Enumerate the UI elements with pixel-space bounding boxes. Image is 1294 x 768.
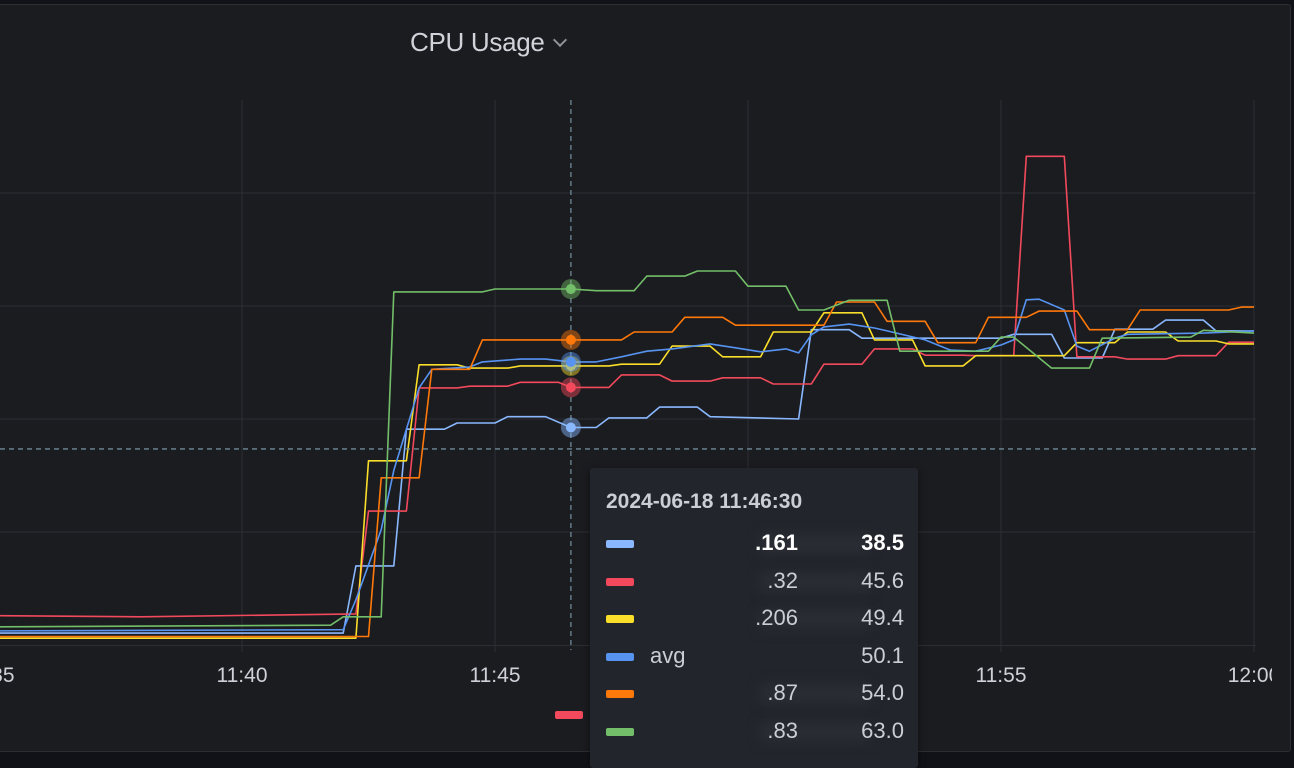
tooltip-row: .32 45.6 (606, 568, 906, 596)
series-line-avg (0, 298, 1255, 632)
tooltip-series-value: 63.0 (861, 717, 904, 743)
x-tick-label: 12:00 (1228, 664, 1272, 687)
redacted-text (760, 684, 870, 704)
tooltip-series-name: .206 (755, 605, 798, 630)
hover-point (565, 334, 576, 345)
x-tick-label: 11:55 (976, 664, 1027, 687)
x-tick-label: 11:35 (0, 664, 15, 687)
tooltip-series-value: 38.5 (861, 530, 904, 555)
tooltip-row: .206 49.4 (606, 605, 906, 633)
redacted-text (760, 609, 870, 629)
tooltip-series-name: .32 (767, 567, 798, 593)
redacted-text (760, 721, 870, 742)
series-color-swatch (606, 690, 634, 698)
series-line-87 (0, 301, 1254, 638)
panel-title: CPU Usage (410, 27, 545, 57)
series-color-swatch (606, 615, 634, 623)
x-tick-label: 11:40 (217, 664, 268, 687)
tooltip-series-name: .87 (767, 680, 798, 705)
series-line-161 (0, 319, 1254, 634)
series-line-32 (0, 155, 1254, 618)
hover-point (565, 422, 576, 433)
hover-point (565, 356, 576, 367)
panel-title-menu[interactable]: CPU Usage (410, 27, 567, 58)
tooltip-row: avg 50.1 (606, 643, 906, 671)
series-color-swatch (606, 540, 634, 548)
x-tick-label: 11:45 (470, 664, 521, 687)
series-color-swatch (606, 652, 634, 661)
tooltip-series-name: avg (650, 642, 686, 668)
hover-point (565, 284, 576, 295)
tooltip-series-value: 50.1 (861, 642, 904, 668)
series-color-swatch (606, 727, 634, 736)
tooltip-series-value: 49.4 (861, 605, 904, 630)
tooltip-series-name: .83 (767, 717, 798, 743)
tooltip-time: 2024-06-18 11:46:30 (606, 490, 803, 513)
redacted-text (760, 571, 870, 592)
series-line-83 (0, 270, 1255, 628)
tooltip: 2024-06-18 11:46:30 .161 38.5 .32 45.6 .206 4… (590, 468, 918, 768)
series-color-swatch (606, 577, 634, 586)
tooltip-series-value: 45.6 (861, 567, 904, 593)
legend-series-swatch[interactable] (555, 711, 583, 719)
tooltip-series-value: 54.0 (861, 680, 904, 705)
tooltip-row: .161 38.5 (606, 530, 906, 558)
tooltip-row: .83 63.0 (606, 718, 906, 746)
redacted-text (760, 534, 870, 554)
tooltip-row: .87 54.0 (606, 680, 906, 708)
hover-point (565, 382, 576, 393)
tooltip-series-name: .161 (755, 530, 798, 555)
